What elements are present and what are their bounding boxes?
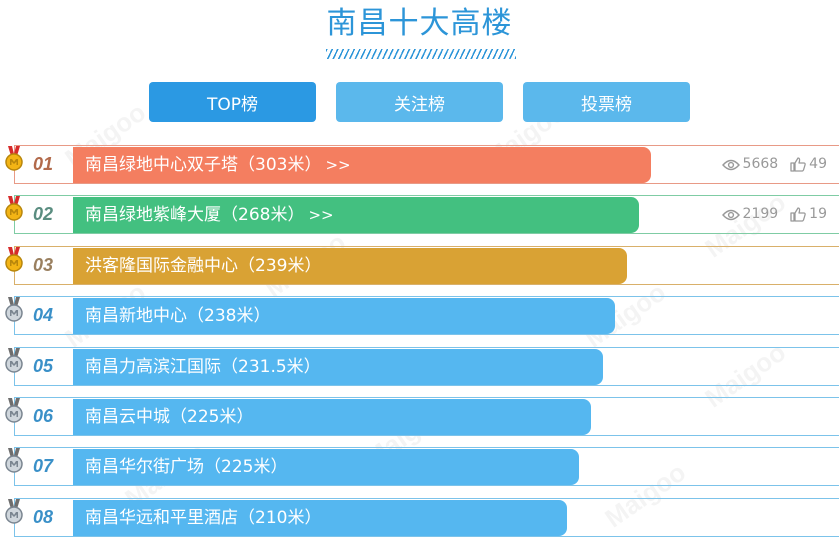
building-name-link[interactable]: 南昌绿地中心双子塔（303米）: [85, 155, 322, 175]
rank-number: 02: [33, 204, 54, 225]
thumbs-up-icon[interactable]: [790, 157, 809, 172]
like-count-value: 19: [809, 206, 827, 223]
tab-bar: TOP榜 关注榜 投票榜: [149, 82, 710, 122]
building-name-link[interactable]: 南昌新地中心（238米）: [85, 306, 271, 327]
view-count: 2199: [721, 196, 779, 233]
eye-icon: [721, 209, 743, 221]
building-name-link[interactable]: 南昌华尔街广场（225米）: [85, 457, 288, 478]
ranking-row[interactable]: 01 南昌绿地中心双子塔（303米） >> 5668 49: [5, 145, 839, 184]
row-stats: 5668 49: [710, 146, 827, 183]
ranking-row[interactable]: 02 南昌绿地紫峰大厦（268米） >> 2199 19: [5, 195, 839, 235]
ranking-bar[interactable]: 南昌绿地中心双子塔（303米） >>: [73, 147, 651, 183]
row-stats: 2199 19: [710, 196, 827, 233]
like-button[interactable]: 19: [790, 196, 827, 233]
rank-number: 04: [33, 305, 54, 326]
rank-number: 07: [33, 456, 54, 477]
ranking-bar[interactable]: 南昌新地中心（238米）: [73, 298, 615, 335]
building-name-link[interactable]: 南昌华远和平里酒店（210米）: [85, 507, 322, 528]
ranking-row[interactable]: 06 南昌云中城（225米）: [5, 396, 839, 436]
building-name-link[interactable]: 南昌绿地紫峰大厦（268米）: [85, 205, 305, 226]
more-arrows-icon[interactable]: >>: [325, 156, 351, 174]
ranking-bar[interactable]: 南昌华远和平里酒店（210米）: [73, 499, 567, 536]
rank-number: 06: [33, 405, 54, 426]
tab-vote[interactable]: 投票榜: [523, 82, 690, 122]
ranking-bar[interactable]: 洪客隆国际金融中心（239米）: [73, 247, 627, 284]
ranking-row[interactable]: 08 南昌华远和平里酒店（210米）: [5, 497, 839, 537]
ranking-row[interactable]: 07 南昌华尔街广场（225米）: [5, 447, 839, 487]
view-count-value: 2199: [742, 206, 779, 223]
building-name-link[interactable]: 南昌云中城（225米）: [85, 406, 254, 427]
more-arrows-icon[interactable]: >>: [308, 206, 334, 225]
thumbs-up-icon[interactable]: [790, 207, 809, 223]
ranking-list: 01 南昌绿地中心双子塔（303米） >> 5668 49 02 南昌绿地紫峰大厦（268…: [0, 145, 839, 548]
ranking-bar[interactable]: 南昌云中城（225米）: [73, 398, 591, 435]
ranking-row[interactable]: 04 南昌新地中心（238米）: [5, 296, 839, 336]
rank-number: 08: [33, 506, 54, 527]
ranking-row[interactable]: 03 洪客隆国际金融中心（239米）: [5, 245, 839, 285]
page-title: 南昌十大高楼: [326, 6, 513, 41]
view-count: 5668: [721, 146, 779, 183]
rank-number: 03: [33, 254, 54, 275]
rank-number: 05: [33, 355, 54, 376]
like-button[interactable]: 49: [790, 146, 827, 183]
ranking-bar[interactable]: 南昌华尔街广场（225米）: [73, 449, 579, 486]
rank-number: 01: [33, 154, 54, 174]
building-name-link[interactable]: 洪客隆国际金融中心（239米）: [85, 255, 322, 276]
ranking-bar[interactable]: 南昌绿地紫峰大厦（268米） >>: [73, 197, 639, 234]
ranking-row[interactable]: 05 南昌力高滨江国际（231.5米）: [5, 346, 839, 386]
title-decoration: [326, 49, 516, 59]
ranking-bar[interactable]: 南昌力高滨江国际（231.5米）: [73, 348, 603, 385]
eye-icon: [721, 159, 743, 171]
tab-follow[interactable]: 关注榜: [336, 82, 503, 122]
building-name-link[interactable]: 南昌力高滨江国际（231.5米）: [85, 356, 321, 377]
like-count-value: 49: [809, 156, 827, 172]
tab-top[interactable]: TOP榜: [149, 82, 316, 122]
view-count-value: 5668: [742, 156, 779, 172]
